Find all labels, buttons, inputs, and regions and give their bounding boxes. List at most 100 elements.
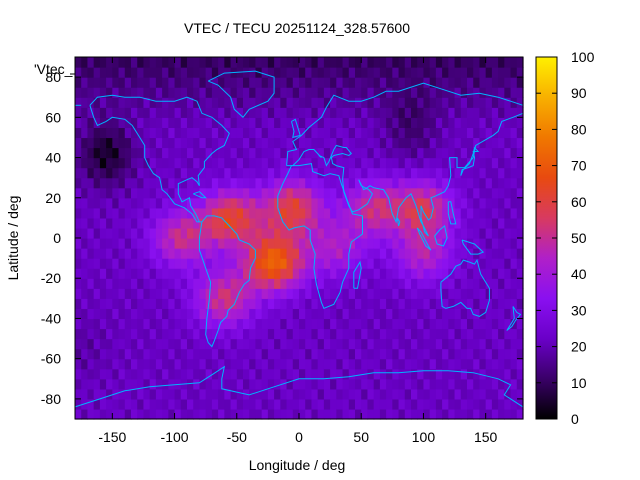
heatmap-cell: [280, 238, 288, 249]
heatmap-cell: [286, 197, 294, 209]
heatmap-cell: [106, 227, 113, 239]
heatmap-cell: [249, 157, 257, 169]
heatmap-cell: [131, 157, 138, 169]
heatmap-cell: [112, 288, 120, 299]
heatmap-cell: [168, 318, 176, 330]
heatmap-cell: [417, 358, 425, 370]
heatmap-cell: [261, 318, 269, 330]
heatmap-cell: [323, 67, 331, 78]
heatmap-cell: [168, 288, 176, 299]
heatmap-cell: [174, 207, 182, 219]
heatmap-cell: [149, 97, 157, 108]
heatmap-cell: [460, 338, 468, 350]
heatmap-cell: [299, 378, 306, 390]
heatmap-cell: [211, 117, 219, 128]
heatmap-cell: [218, 127, 225, 139]
heatmap-cell: [124, 227, 132, 239]
heatmap-cell: [479, 57, 487, 68]
heatmap-cell: [404, 137, 412, 149]
heatmap-cell: [379, 67, 387, 78]
heatmap-cell: [479, 177, 487, 189]
heatmap-cell: [504, 258, 512, 269]
heatmap-cell: [205, 97, 213, 108]
heatmap-cell: [199, 107, 207, 118]
heatmap-cell: [373, 147, 381, 159]
heatmap-cell: [454, 278, 462, 289]
heatmap-cell: [367, 97, 375, 108]
heatmap-cell: [236, 408, 244, 420]
heatmap-cell: [342, 288, 350, 299]
heatmap-cell: [379, 318, 387, 330]
heatmap-cell: [330, 388, 337, 400]
heatmap-cell: [81, 87, 89, 98]
heatmap-cell: [118, 147, 126, 159]
heatmap-cell: [143, 388, 151, 400]
heatmap-cell: [112, 197, 120, 209]
heatmap-cell: [224, 117, 232, 128]
heatmap-cell: [429, 67, 437, 78]
heatmap-cell: [330, 288, 337, 299]
heatmap-cell: [292, 398, 300, 410]
heatmap-cell: [137, 207, 145, 219]
heatmap-cell: [448, 388, 456, 400]
heatmap-cell: [118, 177, 126, 189]
heatmap-cell: [429, 197, 437, 209]
heatmap-cell: [454, 67, 462, 78]
heatmap-cell: [367, 197, 375, 209]
heatmap-cell: [498, 147, 505, 159]
heatmap-cell: [516, 368, 524, 380]
heatmap-cell: [187, 87, 194, 98]
heatmap-cell: [423, 358, 431, 370]
heatmap-cell: [498, 107, 505, 118]
heatmap-cell: [516, 358, 524, 370]
heatmap-cell: [243, 408, 250, 420]
heatmap-cell: [193, 77, 201, 88]
heatmap-cell: [286, 107, 294, 118]
heatmap-cell: [373, 338, 381, 350]
heatmap-cell: [473, 77, 481, 88]
heatmap-cell: [292, 328, 300, 340]
heatmap-cell: [249, 77, 257, 88]
heatmap-cell: [267, 97, 275, 108]
heatmap-cell: [137, 127, 145, 139]
heatmap-cell: [429, 308, 437, 320]
heatmap-cell: [460, 328, 468, 340]
heatmap-cell: [224, 258, 232, 269]
heatmap-cell: [510, 177, 518, 189]
heatmap-cell: [386, 358, 393, 370]
heatmap-cell: [361, 378, 369, 390]
heatmap-cell: [218, 318, 225, 330]
heatmap-cell: [442, 147, 449, 159]
heatmap-cell: [174, 408, 182, 420]
heatmap-cell: [118, 238, 126, 249]
heatmap-cell: [498, 338, 505, 350]
heatmap-cell: [467, 57, 474, 68]
heatmap-cell: [411, 308, 418, 320]
heatmap-cell: [211, 318, 219, 330]
heatmap-cell: [218, 57, 225, 68]
heatmap-cell: [286, 248, 294, 259]
heatmap-cell: [168, 147, 176, 159]
heatmap-cell: [429, 248, 437, 259]
heatmap-cell: [417, 388, 425, 400]
heatmap-cell: [205, 157, 213, 169]
heatmap-cell: [417, 378, 425, 390]
heatmap-cell: [342, 388, 350, 400]
heatmap-cell: [367, 348, 375, 360]
heatmap-cell: [155, 398, 163, 410]
heatmap-cell: [168, 107, 176, 118]
heatmap-cell: [211, 217, 219, 229]
heatmap-cell: [498, 378, 505, 390]
heatmap-cell: [504, 348, 512, 360]
heatmap-cell: [348, 378, 356, 390]
heatmap-cell: [81, 338, 89, 350]
heatmap-cell: [112, 408, 120, 420]
heatmap-cell: [255, 137, 263, 149]
heatmap-cell: [411, 107, 418, 118]
heatmap-cell: [404, 207, 412, 219]
heatmap-cell: [379, 57, 387, 68]
heatmap-cell: [448, 67, 456, 78]
heatmap-cell: [199, 137, 207, 149]
heatmap-cell: [398, 268, 406, 279]
heatmap-cell: [187, 227, 194, 239]
